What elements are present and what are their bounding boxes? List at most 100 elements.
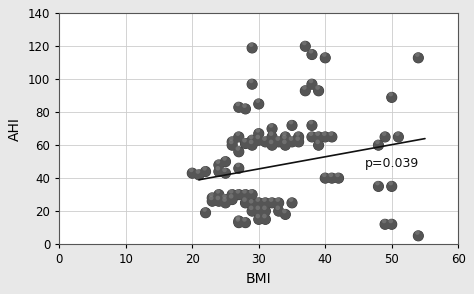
Point bbox=[274, 197, 282, 202]
Point bbox=[307, 120, 315, 124]
Point bbox=[380, 219, 388, 223]
Point bbox=[189, 171, 196, 176]
Point bbox=[248, 138, 256, 143]
Point bbox=[413, 52, 421, 57]
Point bbox=[248, 138, 256, 143]
Point bbox=[254, 214, 262, 218]
Point bbox=[415, 56, 422, 60]
Point bbox=[247, 189, 255, 194]
Point bbox=[308, 123, 316, 128]
Point bbox=[234, 102, 242, 106]
Point bbox=[234, 216, 242, 220]
Point bbox=[262, 201, 269, 205]
Point bbox=[268, 201, 276, 205]
Point bbox=[262, 217, 269, 222]
Point bbox=[209, 199, 216, 203]
Point bbox=[314, 131, 321, 136]
Point bbox=[301, 85, 308, 90]
Point bbox=[282, 143, 289, 148]
Point bbox=[255, 209, 263, 213]
Point bbox=[274, 206, 282, 210]
Point bbox=[327, 173, 335, 177]
Point bbox=[241, 103, 248, 108]
Point bbox=[222, 159, 229, 164]
Point bbox=[242, 201, 249, 205]
Point bbox=[275, 201, 283, 205]
Point bbox=[267, 123, 275, 128]
Point bbox=[228, 197, 236, 202]
Point bbox=[254, 128, 262, 133]
Point bbox=[195, 173, 203, 177]
Point bbox=[295, 140, 302, 144]
Point bbox=[214, 196, 222, 200]
Point bbox=[215, 169, 223, 174]
Point bbox=[321, 135, 329, 139]
Point bbox=[315, 143, 322, 148]
Point bbox=[234, 189, 242, 194]
Point bbox=[308, 135, 316, 139]
Point bbox=[394, 135, 402, 139]
Point bbox=[268, 135, 276, 139]
Point bbox=[301, 41, 308, 45]
Point bbox=[188, 168, 195, 172]
Point bbox=[215, 192, 223, 197]
Point bbox=[388, 222, 395, 227]
Point bbox=[288, 201, 296, 205]
Point bbox=[381, 135, 389, 139]
Point bbox=[255, 201, 263, 205]
Point bbox=[255, 102, 263, 106]
Point bbox=[374, 184, 382, 189]
Point bbox=[308, 123, 316, 128]
Point bbox=[242, 192, 249, 197]
Point bbox=[247, 140, 255, 144]
Point bbox=[221, 197, 228, 202]
Point bbox=[287, 120, 295, 124]
Point bbox=[261, 197, 268, 202]
Point bbox=[295, 135, 302, 139]
Point bbox=[321, 56, 329, 60]
Point bbox=[228, 143, 236, 148]
Point bbox=[287, 197, 295, 202]
Point bbox=[288, 140, 296, 144]
Point bbox=[294, 131, 301, 136]
Point bbox=[315, 135, 322, 139]
Point bbox=[228, 192, 236, 197]
Point bbox=[248, 143, 256, 148]
Point bbox=[335, 176, 342, 181]
Point bbox=[320, 131, 328, 136]
Point bbox=[308, 82, 316, 86]
Point bbox=[228, 143, 236, 148]
Point bbox=[255, 138, 263, 143]
Point bbox=[262, 217, 269, 222]
Point bbox=[387, 92, 394, 96]
Point bbox=[254, 197, 262, 202]
Point bbox=[321, 176, 329, 181]
Point bbox=[228, 197, 236, 202]
Point bbox=[222, 171, 229, 176]
Point bbox=[242, 141, 249, 146]
Point bbox=[241, 217, 248, 222]
Point bbox=[275, 201, 283, 205]
Point bbox=[274, 136, 282, 141]
Point bbox=[222, 159, 229, 164]
Point bbox=[247, 78, 255, 83]
Point bbox=[228, 189, 235, 194]
Point bbox=[288, 201, 296, 205]
Point bbox=[320, 52, 328, 57]
Point bbox=[307, 49, 315, 54]
Y-axis label: AHI: AHI bbox=[9, 117, 22, 141]
Point bbox=[255, 102, 263, 106]
Point bbox=[282, 212, 289, 217]
Point bbox=[335, 176, 342, 181]
Point bbox=[248, 82, 256, 86]
Point bbox=[228, 140, 236, 144]
Point bbox=[235, 105, 243, 110]
Point bbox=[267, 131, 275, 136]
Point bbox=[221, 194, 228, 199]
Point bbox=[315, 88, 322, 93]
Point bbox=[328, 135, 336, 139]
Point bbox=[262, 209, 269, 213]
Point bbox=[287, 136, 295, 141]
Point bbox=[222, 197, 229, 202]
Point bbox=[215, 163, 223, 167]
